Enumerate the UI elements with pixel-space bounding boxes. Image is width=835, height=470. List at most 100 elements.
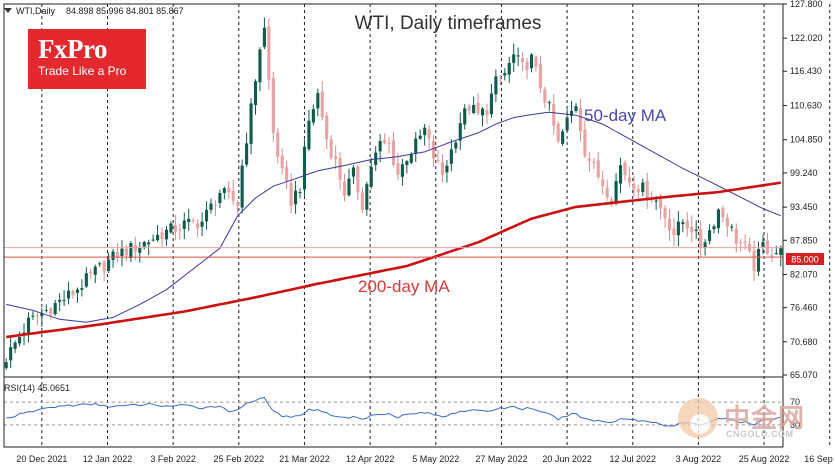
candle-body — [752, 250, 756, 272]
x-tick-label: 12 Apr 2022 — [346, 454, 395, 464]
candle-body — [387, 142, 391, 144]
candlestick-series — [4, 17, 783, 370]
rsi-axis: 70 30 — [790, 397, 800, 430]
x-tick-label: 12 Jul 2022 — [609, 454, 656, 464]
candle — [182, 212, 186, 240]
candle — [454, 140, 458, 154]
candle-body — [80, 288, 84, 290]
candle — [365, 181, 369, 216]
candle — [725, 213, 729, 237]
candle-body — [463, 108, 467, 125]
candle-body — [258, 49, 262, 83]
candle-body — [432, 140, 436, 159]
candle — [26, 312, 31, 343]
candle-body — [489, 93, 493, 115]
candle-body — [369, 167, 373, 187]
candle — [525, 57, 529, 80]
candle-body — [645, 180, 649, 199]
candle-body — [142, 242, 146, 247]
candle — [641, 178, 645, 197]
candle — [467, 104, 471, 116]
x-tick-label: 5 May 2022 — [412, 454, 459, 464]
time-axis: 20 Dec 2021 12 Jan 2022 3 Feb 2022 25 Feb 2… — [16, 454, 835, 464]
candle-body — [396, 163, 400, 175]
candle — [191, 217, 195, 224]
candle — [240, 159, 244, 214]
candle — [196, 219, 200, 238]
candle-body — [601, 179, 605, 187]
candle-body — [534, 56, 538, 67]
candle-body — [756, 248, 761, 272]
candle — [645, 172, 649, 209]
candle-body — [120, 248, 124, 257]
candle — [578, 98, 583, 142]
candle-body — [779, 248, 783, 256]
candle — [690, 215, 694, 243]
candle-body — [596, 160, 600, 178]
candle-body — [40, 312, 44, 317]
candle-body — [227, 187, 231, 193]
candle — [418, 129, 422, 141]
candle — [534, 55, 538, 72]
candle-body — [405, 161, 409, 166]
candle — [302, 139, 307, 196]
candle — [770, 247, 774, 262]
candle — [111, 248, 115, 268]
candle-body — [436, 159, 440, 161]
candle — [529, 53, 534, 73]
candle-body — [561, 131, 565, 144]
candle — [236, 200, 240, 215]
candle — [66, 281, 71, 305]
candle — [276, 128, 280, 164]
candle-body — [730, 226, 734, 228]
candle-body — [26, 317, 31, 334]
candle-body — [280, 155, 284, 169]
candle — [756, 241, 761, 277]
x-tick-label: 25 Feb 2022 — [214, 454, 265, 464]
watermark-name: 中金网 — [724, 404, 806, 434]
candle — [342, 173, 347, 202]
candle-body — [507, 63, 511, 75]
candle-body — [623, 162, 627, 175]
chart-frame — [3, 3, 784, 448]
candle-body — [529, 54, 534, 69]
candle-body — [659, 199, 663, 209]
candle — [53, 299, 57, 316]
candle-body — [480, 108, 485, 116]
candle-body — [556, 123, 560, 142]
candle — [547, 100, 551, 111]
candle-body — [739, 242, 743, 244]
candle — [752, 240, 756, 282]
candle — [583, 120, 587, 158]
candle-body — [133, 244, 137, 252]
price-axis: 127.800 122.020 116.430 110.630 104.850 99.24… — [783, 0, 823, 380]
candle — [271, 71, 275, 142]
candle-body — [641, 182, 645, 193]
candle — [280, 148, 284, 174]
candle-body — [485, 110, 489, 116]
candle — [543, 86, 547, 108]
candle — [58, 293, 62, 312]
candle — [133, 236, 137, 261]
candle-body — [58, 299, 62, 302]
candle — [89, 268, 93, 279]
candle-body — [276, 132, 280, 157]
candle — [552, 94, 556, 135]
candle — [213, 200, 218, 217]
candle-body — [538, 63, 542, 89]
candle-body — [191, 220, 195, 222]
candle — [721, 205, 725, 224]
candle-body — [160, 232, 164, 239]
candle-body — [271, 77, 275, 133]
candle-body — [173, 225, 177, 232]
candle-body — [699, 229, 703, 248]
candle — [298, 188, 302, 199]
candle-body — [583, 129, 587, 157]
candle — [480, 107, 485, 127]
candle-body — [743, 241, 747, 243]
candle — [267, 18, 271, 90]
price-lines — [4, 247, 783, 258]
candle — [685, 212, 689, 237]
candle-body — [9, 347, 13, 361]
candle — [632, 175, 636, 197]
